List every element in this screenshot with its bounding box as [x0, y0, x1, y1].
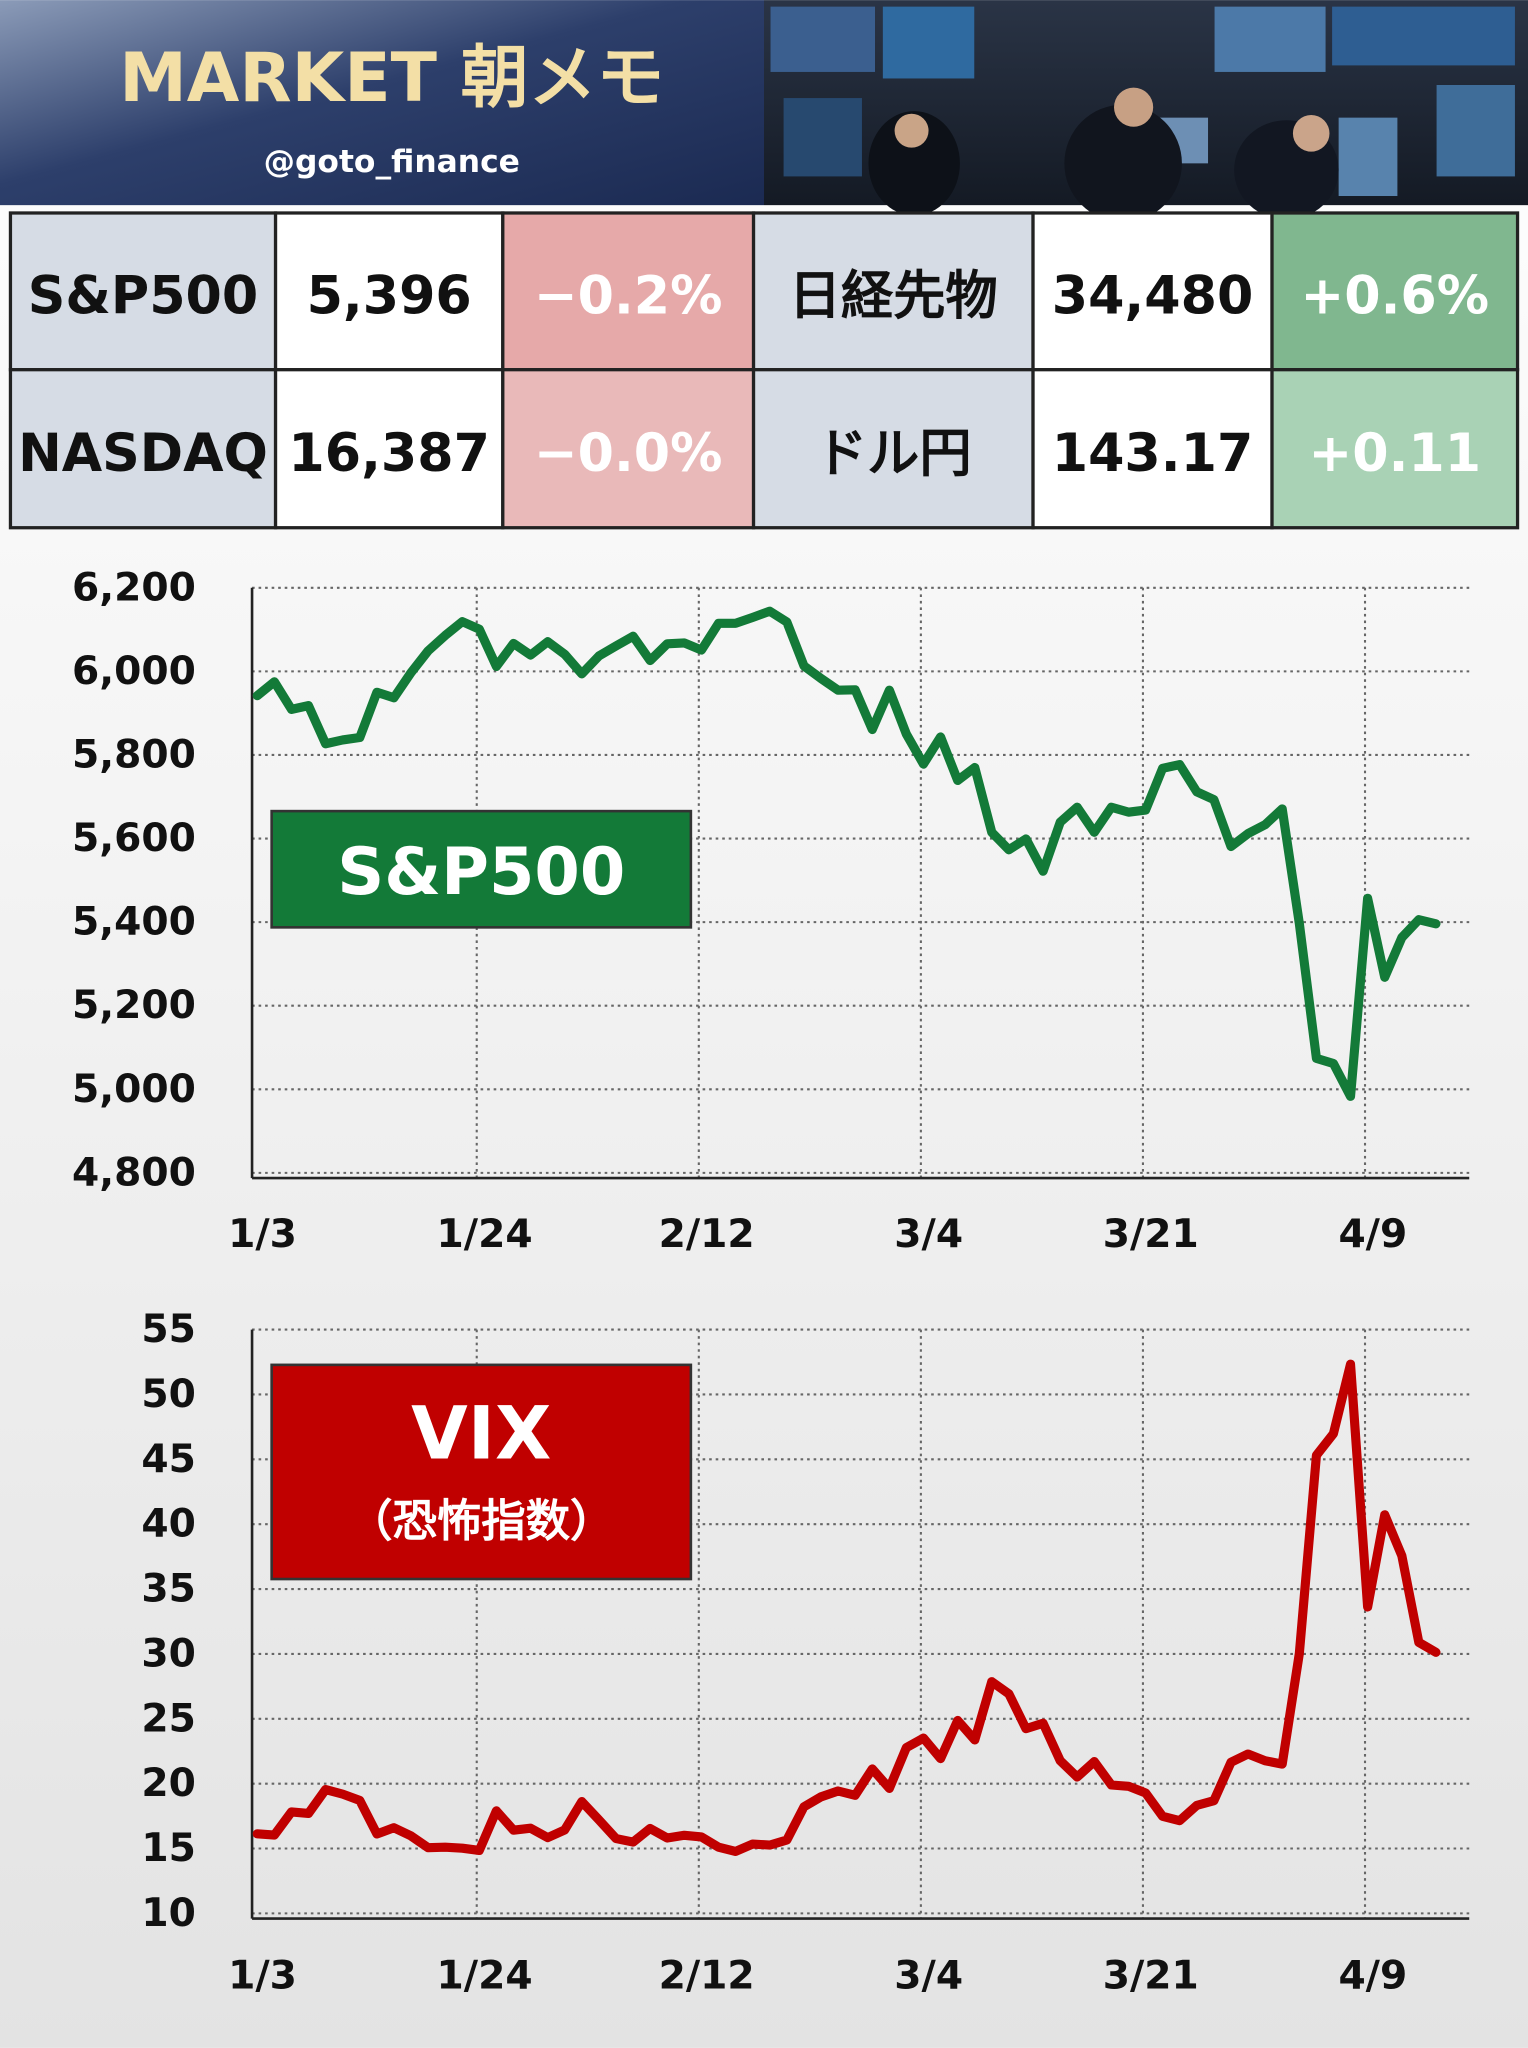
legend-box	[270, 1363, 693, 1581]
legend-label: S&P500	[337, 834, 625, 910]
y-tick-label: 40	[141, 1502, 195, 1547]
table-cell-text: −0.0%	[534, 424, 723, 484]
table-cell	[8, 368, 278, 530]
y-tick-label: 5,400	[72, 900, 196, 945]
y-tick-label: 6,200	[72, 565, 196, 610]
x-tick-label: 1/3	[228, 1212, 297, 1257]
charts: 4,800 5,000 5,200 5,400 5,600 5,800 6,000 6,200…	[72, 565, 1470, 1999]
header-banner	[0, 0, 764, 206]
table-cell-text: 34,480	[1052, 267, 1254, 327]
table-cell-text: +0.6%	[1300, 267, 1489, 327]
table-cell-text: 5,396	[307, 267, 472, 327]
y-tick-label: 45	[141, 1437, 195, 1482]
series-line	[252, 1359, 1441, 1857]
y-tick-label: 5,200	[72, 983, 196, 1028]
y-tick-label: 5,800	[72, 732, 196, 777]
x-tick-label: 3/21	[1103, 1954, 1199, 1999]
legend-sublabel: （恐怖指数）	[348, 1496, 614, 1547]
x-tick-label: 1/24	[437, 1954, 533, 1999]
y-tick-label: 10	[141, 1891, 195, 1936]
y-tick-label: 35	[141, 1567, 195, 1612]
x-tick-label: 4/9	[1338, 1954, 1407, 1999]
market-table: S&P500 5,396 −0.2% 日経先物 34,480 +0.6% NASDAQ 16,…	[8, 211, 1520, 530]
y-tick-label: 25	[141, 1696, 195, 1741]
x-tick-label: 2/12	[659, 1954, 755, 1999]
y-tick-label: 6,000	[72, 649, 196, 694]
table-cell	[751, 368, 1035, 530]
table-cell	[273, 368, 505, 530]
x-tick-label: 3/4	[894, 1954, 963, 1999]
legend-label: VIX	[411, 1392, 551, 1477]
header-handle: @goto_finance	[264, 144, 520, 180]
table-cell-text: −0.2%	[534, 267, 723, 327]
x-tick-label: 1/24	[437, 1212, 533, 1257]
y-tick-label: 50	[141, 1372, 195, 1417]
y-tick-label: 20	[141, 1761, 195, 1806]
x-tick-label: 3/4	[894, 1212, 963, 1257]
table-cell	[1270, 368, 1520, 530]
table-cell	[1031, 368, 1274, 530]
header-title: MARKET 朝メモ	[119, 39, 664, 118]
x-tick-label: 4/9	[1338, 1212, 1407, 1257]
table-cell-text: 143.17	[1052, 424, 1254, 484]
table-cell-text: +0.11	[1308, 424, 1481, 484]
y-tick-label: 15	[141, 1826, 195, 1871]
y-tick-label: 30	[141, 1631, 195, 1676]
table-cell	[501, 211, 756, 372]
y-tick-label: 5,600	[72, 816, 196, 861]
series-line	[252, 606, 1441, 1101]
table-cell	[8, 211, 278, 372]
table-cell	[273, 211, 505, 372]
table-cell	[501, 368, 756, 530]
x-tick-label: 1/3	[228, 1954, 297, 1999]
y-tick-label: 55	[141, 1307, 195, 1352]
x-tick-label: 3/21	[1103, 1212, 1199, 1257]
table-cell-text: 16,387	[288, 424, 490, 484]
legend-box	[270, 809, 693, 929]
table-cell	[1270, 211, 1520, 372]
table-cell-text: NASDAQ	[18, 424, 268, 484]
table-cell-text: 日経先物	[789, 267, 998, 327]
y-tick-label: 5,000	[72, 1067, 196, 1112]
table-cell-text: ドル円	[815, 424, 972, 484]
table-cell-text: S&P500	[28, 267, 258, 327]
header-photo	[764, 0, 1528, 223]
x-tick-label: 2/12	[659, 1212, 755, 1257]
y-tick-label: 4,800	[72, 1150, 196, 1195]
